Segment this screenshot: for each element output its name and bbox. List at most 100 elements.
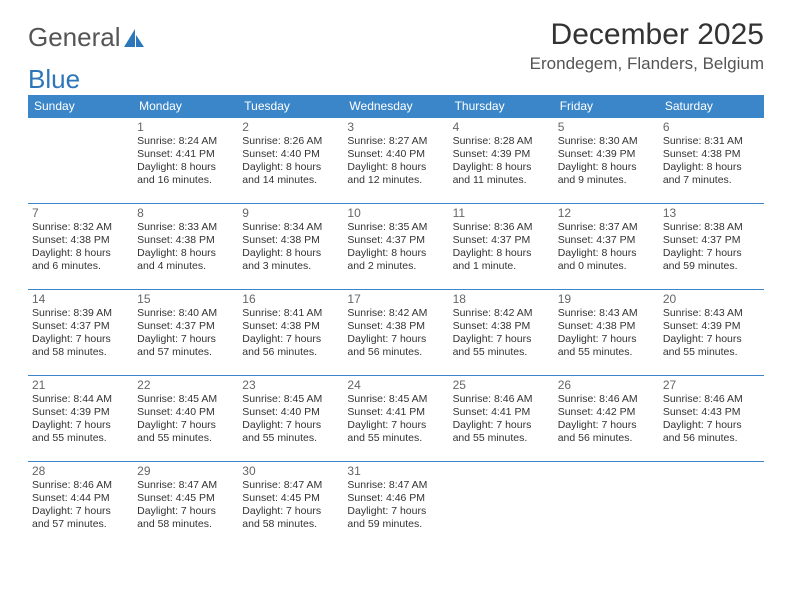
daylight: Daylight: 8 hours and 14 minutes.: [242, 161, 339, 187]
logo-text-1: General: [28, 22, 121, 53]
daylight: Daylight: 7 hours and 55 minutes.: [453, 333, 550, 359]
day-info: Sunrise: 8:47 AMSunset: 4:46 PMDaylight:…: [347, 479, 444, 532]
sunset: Sunset: 4:39 PM: [453, 148, 550, 161]
sunset: Sunset: 4:38 PM: [453, 320, 550, 333]
calendar-cell: 29Sunrise: 8:47 AMSunset: 4:45 PMDayligh…: [133, 462, 238, 548]
sunset: Sunset: 4:39 PM: [558, 148, 655, 161]
sunrise: Sunrise: 8:45 AM: [347, 393, 444, 406]
sunset: Sunset: 4:37 PM: [32, 320, 129, 333]
sunset: Sunset: 4:37 PM: [453, 234, 550, 247]
day-header-row: Sunday Monday Tuesday Wednesday Thursday…: [28, 95, 764, 118]
day-number: 6: [663, 120, 760, 134]
calendar-cell: 11Sunrise: 8:36 AMSunset: 4:37 PMDayligh…: [449, 204, 554, 290]
sunrise: Sunrise: 8:40 AM: [137, 307, 234, 320]
daylight: Daylight: 7 hours and 55 minutes.: [32, 419, 129, 445]
daylight: Daylight: 7 hours and 55 minutes.: [663, 333, 760, 359]
col-monday: Monday: [133, 95, 238, 118]
sunrise: Sunrise: 8:46 AM: [558, 393, 655, 406]
sunrise: Sunrise: 8:44 AM: [32, 393, 129, 406]
calendar-cell: 23Sunrise: 8:45 AMSunset: 4:40 PMDayligh…: [238, 376, 343, 462]
day-number: 29: [137, 464, 234, 478]
sunset: Sunset: 4:38 PM: [242, 320, 339, 333]
calendar-cell: 16Sunrise: 8:41 AMSunset: 4:38 PMDayligh…: [238, 290, 343, 376]
calendar-cell: 17Sunrise: 8:42 AMSunset: 4:38 PMDayligh…: [343, 290, 448, 376]
day-info: Sunrise: 8:39 AMSunset: 4:37 PMDaylight:…: [32, 307, 129, 360]
calendar-cell: 6Sunrise: 8:31 AMSunset: 4:38 PMDaylight…: [659, 118, 764, 204]
calendar-cell: 5Sunrise: 8:30 AMSunset: 4:39 PMDaylight…: [554, 118, 659, 204]
calendar-cell: 2Sunrise: 8:26 AMSunset: 4:40 PMDaylight…: [238, 118, 343, 204]
sunrise: Sunrise: 8:32 AM: [32, 221, 129, 234]
sunrise: Sunrise: 8:43 AM: [663, 307, 760, 320]
day-info: Sunrise: 8:46 AMSunset: 4:44 PMDaylight:…: [32, 479, 129, 532]
sunset: Sunset: 4:42 PM: [558, 406, 655, 419]
sunset: Sunset: 4:45 PM: [242, 492, 339, 505]
day-info: Sunrise: 8:42 AMSunset: 4:38 PMDaylight:…: [347, 307, 444, 360]
day-info: Sunrise: 8:41 AMSunset: 4:38 PMDaylight:…: [242, 307, 339, 360]
day-info: Sunrise: 8:32 AMSunset: 4:38 PMDaylight:…: [32, 221, 129, 274]
day-number: 18: [453, 292, 550, 306]
daylight: Daylight: 8 hours and 2 minutes.: [347, 247, 444, 273]
sunrise: Sunrise: 8:47 AM: [137, 479, 234, 492]
day-number: 30: [242, 464, 339, 478]
day-info: Sunrise: 8:40 AMSunset: 4:37 PMDaylight:…: [137, 307, 234, 360]
day-info: Sunrise: 8:43 AMSunset: 4:38 PMDaylight:…: [558, 307, 655, 360]
day-number: 26: [558, 378, 655, 392]
daylight: Daylight: 8 hours and 7 minutes.: [663, 161, 760, 187]
location: Erondegem, Flanders, Belgium: [530, 54, 764, 74]
daylight: Daylight: 7 hours and 58 minutes.: [32, 333, 129, 359]
calendar-cell: 21Sunrise: 8:44 AMSunset: 4:39 PMDayligh…: [28, 376, 133, 462]
day-number: 11: [453, 206, 550, 220]
col-saturday: Saturday: [659, 95, 764, 118]
calendar-cell: 30Sunrise: 8:47 AMSunset: 4:45 PMDayligh…: [238, 462, 343, 548]
calendar-cell: [449, 462, 554, 548]
day-number: 16: [242, 292, 339, 306]
daylight: Daylight: 7 hours and 59 minutes.: [347, 505, 444, 531]
calendar-cell: 8Sunrise: 8:33 AMSunset: 4:38 PMDaylight…: [133, 204, 238, 290]
day-info: Sunrise: 8:43 AMSunset: 4:39 PMDaylight:…: [663, 307, 760, 360]
day-number: 14: [32, 292, 129, 306]
sunrise: Sunrise: 8:47 AM: [242, 479, 339, 492]
day-info: Sunrise: 8:35 AMSunset: 4:37 PMDaylight:…: [347, 221, 444, 274]
calendar-row: 14Sunrise: 8:39 AMSunset: 4:37 PMDayligh…: [28, 290, 764, 376]
sunset: Sunset: 4:38 PM: [32, 234, 129, 247]
day-number: 7: [32, 206, 129, 220]
daylight: Daylight: 7 hours and 55 minutes.: [347, 419, 444, 445]
sunrise: Sunrise: 8:46 AM: [32, 479, 129, 492]
calendar-cell: 26Sunrise: 8:46 AMSunset: 4:42 PMDayligh…: [554, 376, 659, 462]
daylight: Daylight: 8 hours and 16 minutes.: [137, 161, 234, 187]
day-info: Sunrise: 8:44 AMSunset: 4:39 PMDaylight:…: [32, 393, 129, 446]
sunrise: Sunrise: 8:45 AM: [137, 393, 234, 406]
calendar-cell: 12Sunrise: 8:37 AMSunset: 4:37 PMDayligh…: [554, 204, 659, 290]
sunset: Sunset: 4:41 PM: [453, 406, 550, 419]
calendar-cell: 13Sunrise: 8:38 AMSunset: 4:37 PMDayligh…: [659, 204, 764, 290]
daylight: Daylight: 8 hours and 12 minutes.: [347, 161, 444, 187]
calendar-cell: 31Sunrise: 8:47 AMSunset: 4:46 PMDayligh…: [343, 462, 448, 548]
daylight: Daylight: 7 hours and 57 minutes.: [137, 333, 234, 359]
sunset: Sunset: 4:41 PM: [137, 148, 234, 161]
sunrise: Sunrise: 8:24 AM: [137, 135, 234, 148]
day-number: 1: [137, 120, 234, 134]
calendar-cell: 28Sunrise: 8:46 AMSunset: 4:44 PMDayligh…: [28, 462, 133, 548]
calendar-cell: 24Sunrise: 8:45 AMSunset: 4:41 PMDayligh…: [343, 376, 448, 462]
sunset: Sunset: 4:40 PM: [242, 148, 339, 161]
daylight: Daylight: 7 hours and 57 minutes.: [32, 505, 129, 531]
calendar-cell: 22Sunrise: 8:45 AMSunset: 4:40 PMDayligh…: [133, 376, 238, 462]
logo-sail-icon: [123, 28, 145, 48]
calendar-table: Sunday Monday Tuesday Wednesday Thursday…: [28, 95, 764, 548]
day-info: Sunrise: 8:37 AMSunset: 4:37 PMDaylight:…: [558, 221, 655, 274]
logo-text-2: Blue: [28, 64, 80, 95]
day-number: 21: [32, 378, 129, 392]
sunset: Sunset: 4:39 PM: [663, 320, 760, 333]
daylight: Daylight: 7 hours and 55 minutes.: [453, 419, 550, 445]
calendar-cell: 18Sunrise: 8:42 AMSunset: 4:38 PMDayligh…: [449, 290, 554, 376]
calendar-row: 1Sunrise: 8:24 AMSunset: 4:41 PMDaylight…: [28, 118, 764, 204]
daylight: Daylight: 7 hours and 56 minutes.: [663, 419, 760, 445]
sunrise: Sunrise: 8:35 AM: [347, 221, 444, 234]
day-number: 31: [347, 464, 444, 478]
daylight: Daylight: 8 hours and 9 minutes.: [558, 161, 655, 187]
calendar-cell: 19Sunrise: 8:43 AMSunset: 4:38 PMDayligh…: [554, 290, 659, 376]
sunset: Sunset: 4:37 PM: [137, 320, 234, 333]
day-number: 23: [242, 378, 339, 392]
calendar-row: 28Sunrise: 8:46 AMSunset: 4:44 PMDayligh…: [28, 462, 764, 548]
calendar-row: 7Sunrise: 8:32 AMSunset: 4:38 PMDaylight…: [28, 204, 764, 290]
